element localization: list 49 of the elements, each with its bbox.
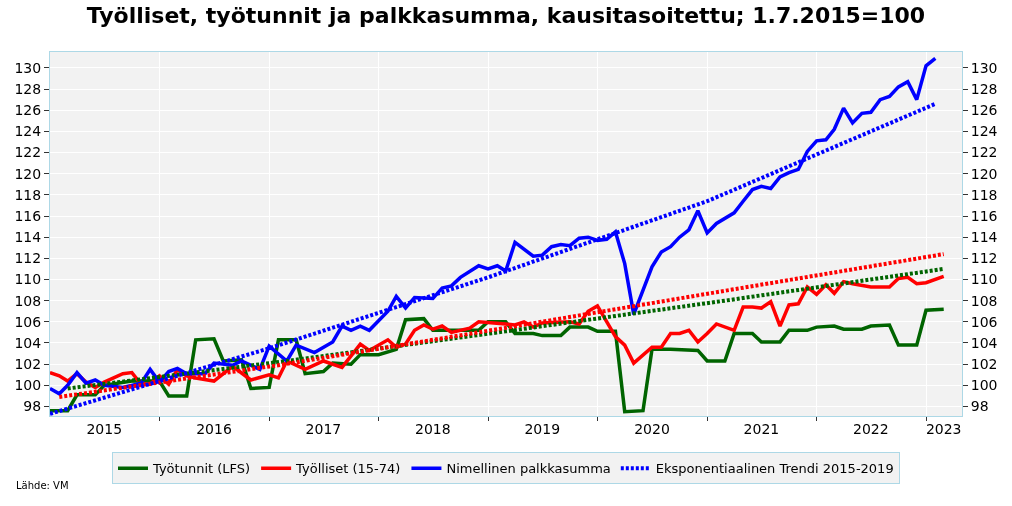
- y2-tick-label: 124: [970, 123, 998, 140]
- y-tick-label: 110: [14, 271, 42, 288]
- x-tick-label: 2015: [86, 420, 123, 437]
- y2-tick-label: 98: [970, 398, 989, 415]
- y-tick-label: 112: [14, 250, 42, 267]
- y2-tick-label: 102: [970, 356, 998, 373]
- x-tick-label: 2021: [743, 420, 780, 437]
- y2-tick-label: 120: [970, 165, 998, 182]
- y2-tick-label: 130: [970, 59, 998, 76]
- x-tick-label: 2018: [415, 420, 451, 437]
- y2-tick-label: 100: [970, 377, 998, 394]
- chart-title: Työlliset, työtunnit ja palkkasumma, kausitasoitettu; 1.7.2015=100: [86, 2, 926, 28]
- y2-tick-label: 108: [970, 292, 998, 309]
- text: Lähde: VM: [16, 480, 69, 491]
- y-tick-label: 128: [14, 80, 42, 97]
- x-tick-label: 2019: [524, 420, 561, 437]
- y2-tick-label: 122: [970, 144, 998, 161]
- y2-tick-label: 112: [970, 250, 998, 267]
- y-tick-label: 124: [14, 123, 42, 140]
- y-tick-label: 114: [14, 229, 42, 246]
- y2-tick-label: 128: [970, 80, 998, 97]
- x-tick-label: 2017: [305, 420, 342, 437]
- legend-label: Työtunnit (LFS): [152, 461, 251, 477]
- y-tick-label: 126: [14, 102, 42, 119]
- y2-tick-label: 118: [970, 186, 998, 203]
- y-tick-label: 122: [14, 144, 42, 161]
- y-tick-label: 100: [14, 377, 42, 394]
- y-tick-label: 102: [14, 356, 42, 373]
- y2-tick-label: 104: [970, 334, 998, 351]
- y-tick-label: 120: [14, 165, 42, 182]
- y2-tick-label: 110: [970, 271, 998, 288]
- legend-label: Työlliset (15-74): [295, 461, 401, 477]
- y-tick-label: 130: [14, 59, 42, 76]
- legend-label: Nimellinen palkkasumma: [446, 461, 611, 477]
- legend-label: Eksponentiaalinen Trendi 2015-2019: [655, 461, 894, 477]
- y2-tick-label: 114: [970, 229, 998, 246]
- x-tick-label: 2022: [853, 420, 889, 437]
- y-tick-label: 104: [14, 334, 42, 351]
- y-tick-label: 98: [23, 398, 42, 415]
- x-tick-label: 2016: [196, 420, 232, 437]
- y-tick-label: 108: [14, 292, 42, 309]
- y-tick-label: 118: [14, 186, 42, 203]
- y2-tick-label: 126: [970, 102, 998, 119]
- y2-tick-label: 106: [970, 313, 998, 330]
- y-tick-label: 106: [14, 313, 42, 330]
- y2-tick-label: 116: [970, 207, 998, 224]
- x-tick-label: 2020: [634, 420, 670, 437]
- y-tick-label: 116: [14, 207, 42, 224]
- x-tick-label: 2023: [925, 420, 962, 437]
